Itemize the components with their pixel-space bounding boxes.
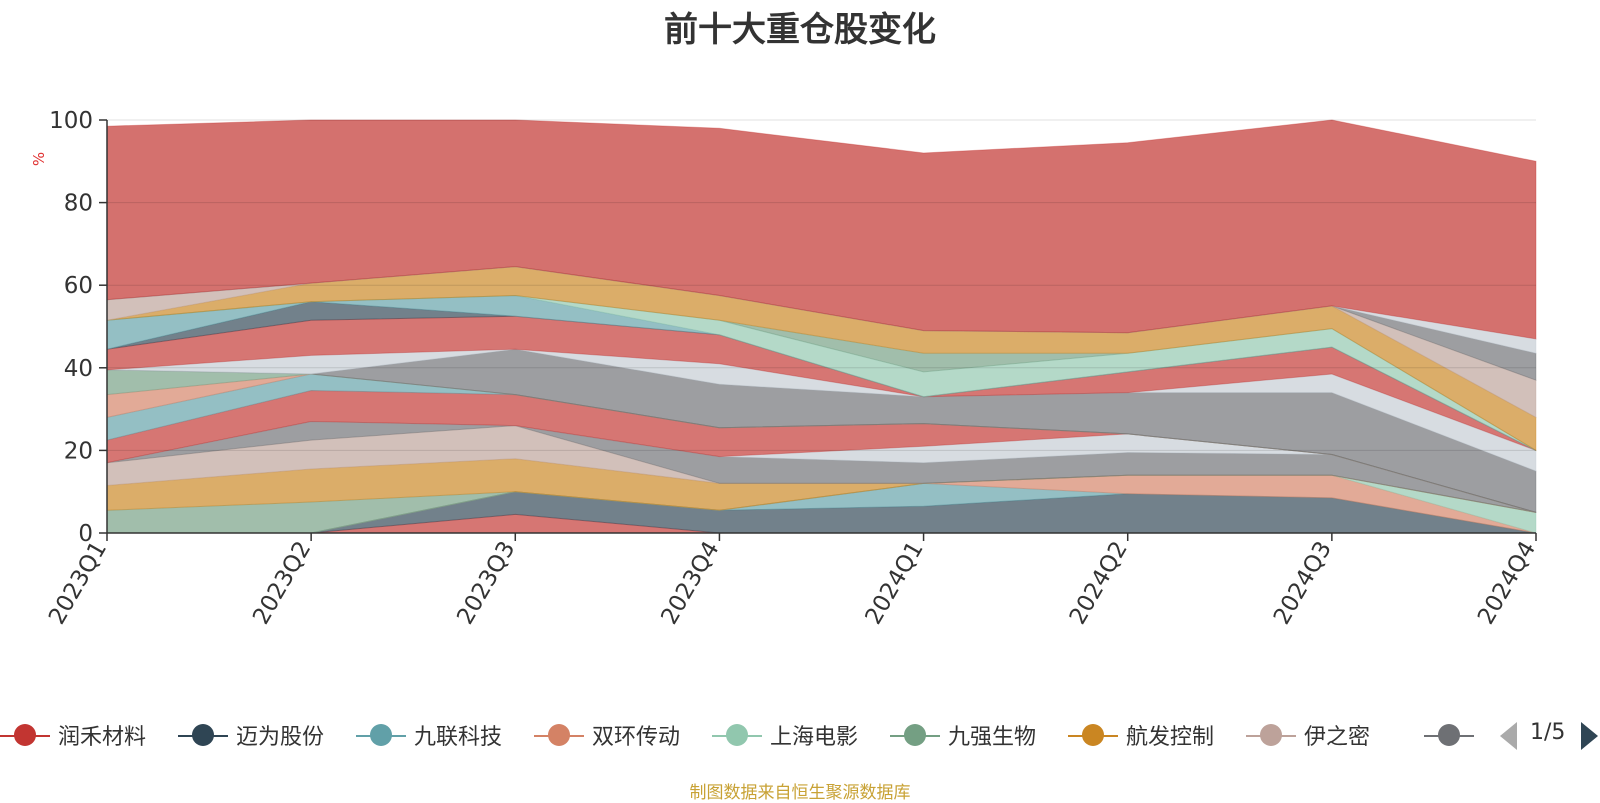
area-series-26[interactable] <box>106 119 1537 340</box>
legend-pager: 1/5 <box>1500 718 1600 752</box>
legend-label: 伊之密 <box>1304 725 1371 750</box>
x-tick-label: 2024Q3 <box>1269 537 1337 629</box>
legend-marker-icon <box>890 724 940 746</box>
legend-dot-icon <box>1260 724 1282 746</box>
area-series-15[interactable] <box>106 348 1537 514</box>
legend-dot-icon <box>726 724 748 746</box>
legend-marker-icon <box>1424 724 1474 746</box>
x-tick-label: 2023Q4 <box>656 537 724 629</box>
area-series-19[interactable] <box>106 294 1537 451</box>
legend-dot-icon <box>1438 724 1460 746</box>
legend-prev-page-icon[interactable] <box>1500 722 1517 750</box>
legend-marker-icon <box>178 724 228 746</box>
x-tick-label: 2023Q3 <box>452 537 520 629</box>
legend-dot-icon <box>904 724 926 746</box>
area-series-16[interactable] <box>106 348 1537 472</box>
x-tick-label: 2024Q1 <box>861 537 929 629</box>
chart-title: 前十大重仓股变化 <box>664 10 936 50</box>
legend: 润禾材料迈为股份九联科技双环传动上海电影九强生物航发控制伊之密杰瑞股份 <box>0 715 1480 755</box>
y-axis-unit: % <box>30 151 49 167</box>
legend-label: 迈为股份 <box>236 725 325 750</box>
x-tick-label: 2023Q1 <box>44 537 112 629</box>
y-tick-label: 40 <box>64 356 93 382</box>
legend-marker-icon <box>1246 724 1296 746</box>
y-tick-label: 60 <box>64 273 93 299</box>
legend-label: 航发控制 <box>1126 725 1215 750</box>
area-series-23[interactable] <box>106 266 1537 419</box>
y-tick-label: 20 <box>64 438 93 464</box>
area-series-17[interactable] <box>106 315 1537 451</box>
x-tick-label: 2024Q4 <box>1473 537 1541 629</box>
legend-dot-icon <box>192 724 214 746</box>
x-tick-label: 2023Q2 <box>248 537 316 629</box>
area-series-group <box>106 119 1537 534</box>
legend-marker-icon <box>1068 724 1118 746</box>
y-tick-label: 100 <box>49 108 93 134</box>
y-tick-label: 80 <box>64 191 93 217</box>
legend-page-indicator: 1/5 <box>1530 720 1566 745</box>
legend-label: 润禾材料 <box>58 725 147 750</box>
y-tick-label: 0 <box>78 521 93 547</box>
legend-label: 九强生物 <box>948 725 1037 750</box>
legend-label: 九联科技 <box>414 725 503 750</box>
legend-marker-icon <box>712 724 762 746</box>
legend-marker-icon <box>0 724 50 746</box>
legend-next-page-icon[interactable] <box>1581 722 1598 750</box>
area-series-5[interactable] <box>107 474 1537 534</box>
x-tick-label: 2024Q2 <box>1065 537 1133 629</box>
legend-label: 上海电影 <box>770 725 859 750</box>
source-note: 制图数据来自恒生聚源数据库 <box>689 783 911 803</box>
legend-marker-icon <box>534 724 584 746</box>
legend-label: 双环传动 <box>592 725 681 750</box>
legend-dot-icon <box>370 724 392 746</box>
legend-dot-icon <box>1082 724 1104 746</box>
legend-dot-icon <box>548 724 570 746</box>
legend-marker-icon <box>356 724 406 746</box>
legend-dot-icon <box>14 724 36 746</box>
